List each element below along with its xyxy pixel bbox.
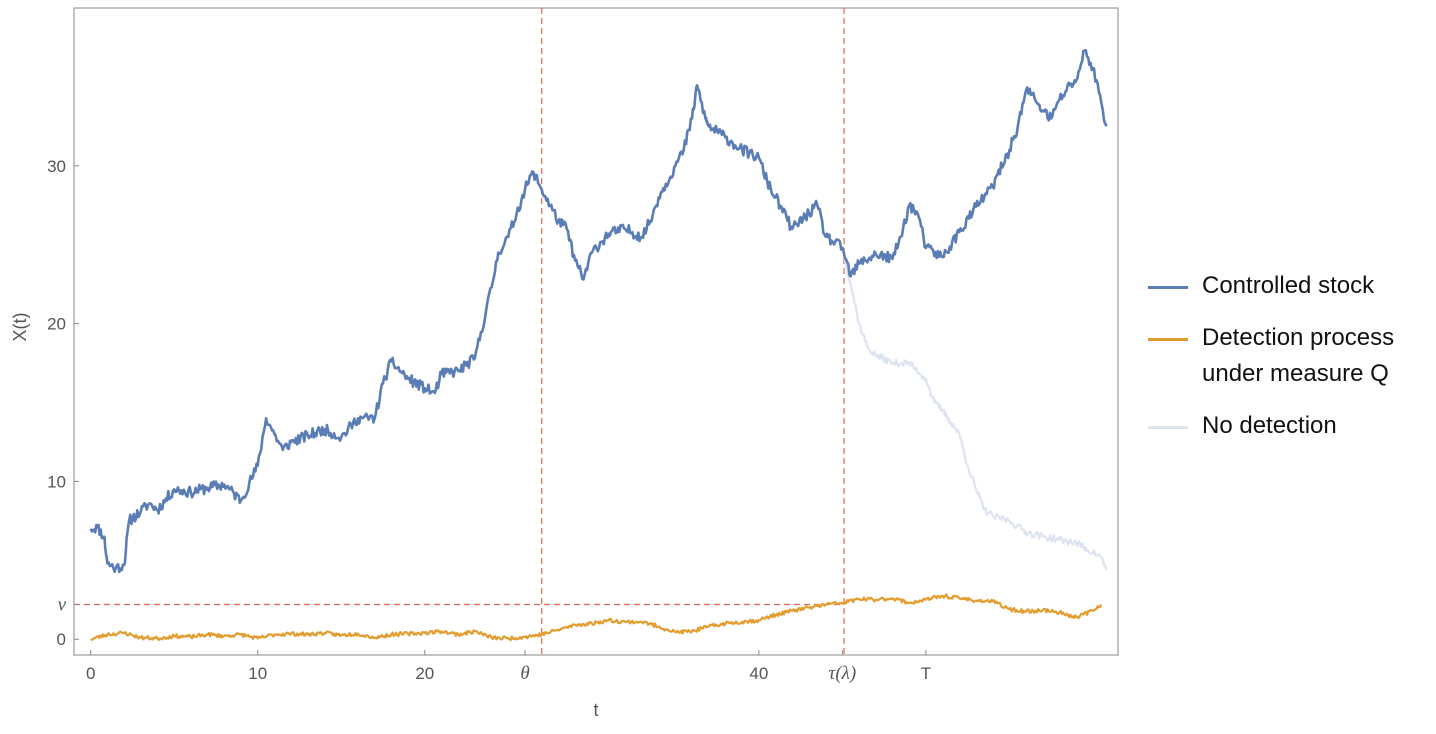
series-layer bbox=[89, 49, 1108, 642]
legend: Controlled stock Detection process under … bbox=[1148, 268, 1428, 460]
legend-swatch bbox=[1148, 286, 1188, 289]
x-tick-label: 20 bbox=[415, 664, 434, 683]
y-axis-title: X(t) bbox=[10, 313, 30, 342]
x-tick-label: 0 bbox=[86, 664, 95, 683]
legend-label: Detection process under measure Q bbox=[1202, 324, 1395, 387]
y-tick-label: 30 bbox=[47, 157, 66, 176]
x-axis-title: t bbox=[593, 700, 598, 720]
legend-swatch bbox=[1148, 338, 1188, 341]
legend-item-2: No detection bbox=[1148, 408, 1428, 444]
y-tick-label: 10 bbox=[47, 472, 66, 491]
legend-swatch bbox=[1148, 426, 1188, 429]
x-tick-label: 10 bbox=[248, 664, 267, 683]
reference-lines bbox=[74, 8, 845, 655]
x-tick-label: τ(λ) bbox=[829, 663, 857, 684]
series-line-1 bbox=[90, 593, 1103, 642]
series-line-0 bbox=[89, 49, 1108, 574]
x-tick-label: θ bbox=[520, 663, 529, 684]
y-tick-label: ν bbox=[58, 595, 67, 616]
x-axis: 0 10 20 θ 40 τ(λ) T bbox=[86, 650, 931, 684]
plot-frame bbox=[73, 7, 1119, 656]
y-tick-label: 0 bbox=[57, 630, 66, 649]
y-tick-label: 20 bbox=[47, 315, 66, 334]
x-tick-label: 40 bbox=[749, 664, 768, 683]
legend-label: No detection bbox=[1202, 412, 1337, 439]
y-axis: 0 ν 10 20 30 bbox=[47, 157, 79, 649]
legend-label: Controlled stock bbox=[1202, 272, 1375, 299]
legend-item-1: Detection process under measure Q bbox=[1148, 320, 1428, 392]
x-tick-label: T bbox=[921, 664, 931, 683]
series-line-2 bbox=[841, 247, 1108, 571]
legend-item-0: Controlled stock bbox=[1148, 268, 1428, 304]
